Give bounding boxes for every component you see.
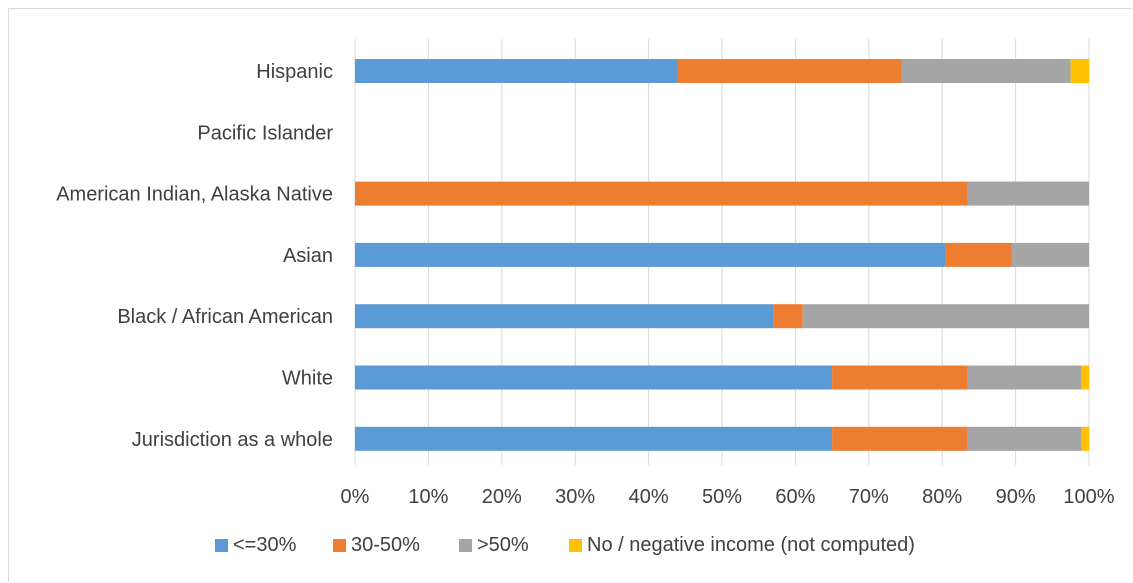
x-tick-label: 100% xyxy=(1063,486,1114,508)
x-tick-label: 90% xyxy=(996,486,1036,508)
bar-segment xyxy=(832,365,968,390)
legend-swatch xyxy=(459,539,472,552)
category-label: Pacific Islander xyxy=(197,122,333,144)
bar-segment xyxy=(1081,426,1089,451)
x-tick-label: 20% xyxy=(482,486,522,508)
bar-segment xyxy=(901,59,1071,83)
legend-label: No / negative income (not computed) xyxy=(587,534,915,556)
bar-segment xyxy=(355,426,833,451)
legend-label: <=30% xyxy=(233,534,297,556)
x-tick-label: 70% xyxy=(849,486,889,508)
bar-segment xyxy=(967,181,1089,206)
category-label: Hispanic xyxy=(256,61,333,83)
bar-segment xyxy=(773,304,803,329)
bar-segment xyxy=(967,426,1082,451)
legend-swatch xyxy=(333,539,346,552)
stacked-bar-chart: Hispanic Pacific Islander American Indian,… xyxy=(56,39,1115,556)
legend-label: 30-50% xyxy=(351,534,420,556)
legend: <=30% 30-50% >50% No / negative income (not… xyxy=(215,534,915,556)
category-label: Jurisdiction as a whole xyxy=(132,429,333,451)
bar-segment xyxy=(355,242,946,267)
category-label: American Indian, Alaska Native xyxy=(56,184,333,206)
bar-segment xyxy=(1081,365,1089,390)
bars xyxy=(355,59,1089,451)
legend-swatch xyxy=(569,539,582,552)
legend-label: >50% xyxy=(477,534,529,556)
x-tick-labels: 0% 10% 20% 30% 40% 50% 60% 70% 80% 90% 100% xyxy=(341,486,1115,508)
category-label: Asian xyxy=(283,245,333,267)
x-tick-label: 0% xyxy=(341,486,370,508)
bar-segment xyxy=(355,365,833,390)
bar-segment xyxy=(1011,242,1089,267)
x-tick-label: 30% xyxy=(555,486,595,508)
bar-segment xyxy=(677,59,902,83)
bar-segment xyxy=(1070,59,1089,83)
bar-segment xyxy=(355,59,678,83)
x-tick-label: 40% xyxy=(629,486,669,508)
x-tick-label: 60% xyxy=(775,486,815,508)
category-label: White xyxy=(282,368,333,390)
bar-segment xyxy=(802,304,1089,329)
category-label: Black / African American xyxy=(117,306,333,328)
bar-segment xyxy=(945,242,1012,267)
chart-frame: Hispanic Pacific Islander American Indian,… xyxy=(8,8,1132,582)
bar-segment xyxy=(967,365,1082,390)
x-tick-label: 10% xyxy=(408,486,448,508)
legend-swatch xyxy=(215,539,228,552)
category-labels: Hispanic Pacific Islander American Indian,… xyxy=(56,61,333,451)
x-tick-label: 80% xyxy=(922,486,962,508)
x-tick-label: 50% xyxy=(702,486,742,508)
bar-segment xyxy=(355,181,968,206)
bar-segment xyxy=(355,304,774,329)
bar-segment xyxy=(832,426,968,451)
